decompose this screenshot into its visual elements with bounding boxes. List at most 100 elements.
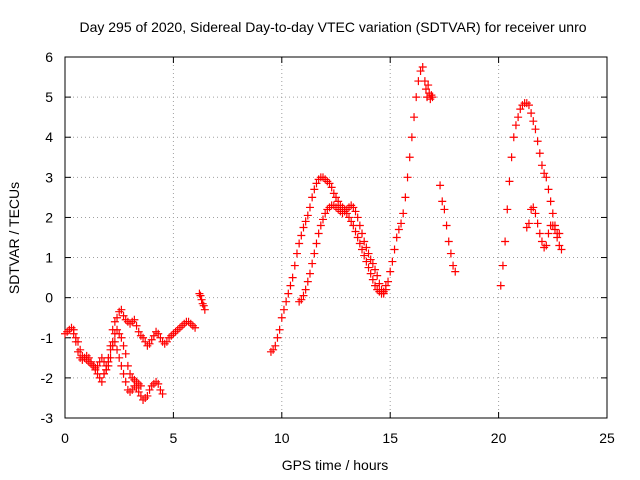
- data-point: [271, 341, 280, 350]
- data-points: [61, 63, 566, 404]
- data-point: [145, 385, 154, 394]
- y-tick-label: 4: [45, 129, 53, 145]
- data-point: [275, 325, 284, 334]
- data-point: [113, 345, 122, 354]
- data-point: [171, 327, 180, 336]
- data-point: [130, 315, 139, 324]
- data-point: [200, 305, 209, 314]
- data-point: [136, 381, 145, 390]
- data-point: [362, 243, 371, 252]
- data-point: [527, 109, 536, 118]
- data-point: [334, 205, 343, 214]
- x-tick-label: 5: [170, 430, 178, 446]
- data-point: [130, 375, 139, 384]
- data-point: [160, 339, 169, 348]
- chart-title: Day 295 of 2020, Sidereal Day-to-day VTE…: [79, 19, 586, 35]
- data-point: [167, 331, 176, 340]
- data-point: [349, 203, 358, 212]
- data-point: [76, 345, 85, 354]
- data-point: [516, 105, 525, 114]
- data-point: [533, 219, 542, 228]
- data-point: [301, 217, 310, 226]
- series-segment-2: [195, 289, 209, 314]
- y-tick-label: 2: [45, 209, 53, 225]
- data-point: [312, 179, 321, 188]
- data-point: [136, 331, 145, 340]
- data-point: [149, 331, 158, 340]
- data-point: [366, 269, 375, 278]
- data-point: [119, 341, 128, 350]
- data-point: [540, 169, 549, 178]
- data-point: [123, 361, 132, 370]
- data-point: [292, 249, 301, 258]
- data-point: [498, 261, 507, 270]
- data-point: [303, 211, 312, 220]
- data-point: [410, 113, 419, 122]
- data-point: [321, 209, 330, 218]
- data-point: [505, 177, 514, 186]
- data-point: [117, 305, 126, 314]
- data-point: [121, 315, 130, 324]
- data-point: [145, 339, 154, 348]
- data-point: [362, 257, 371, 266]
- x-tick-label: 10: [274, 430, 290, 446]
- data-point: [321, 175, 330, 184]
- data-point: [128, 373, 137, 382]
- series-segment-1c: [100, 325, 145, 390]
- data-point: [524, 101, 533, 110]
- data-point: [141, 393, 150, 402]
- data-point: [139, 333, 148, 342]
- data-point: [310, 185, 319, 194]
- y-tick-labels: -3 -2 -1 0 1 2 3 4 5 6: [41, 49, 54, 426]
- data-point: [115, 353, 124, 362]
- series-segment-5: [436, 181, 460, 276]
- data-point: [128, 317, 137, 326]
- data-point: [345, 213, 354, 222]
- data-point: [420, 77, 429, 86]
- data-point: [371, 265, 380, 274]
- data-point: [61, 329, 69, 338]
- data-point: [329, 201, 338, 210]
- data-point: [158, 389, 167, 398]
- data-point: [440, 205, 449, 214]
- data-point: [531, 209, 540, 218]
- data-point: [69, 325, 78, 334]
- data-point: [284, 289, 293, 298]
- data-point: [91, 363, 100, 372]
- data-point: [509, 133, 518, 142]
- data-point: [301, 285, 310, 294]
- data-point: [273, 333, 282, 342]
- data-point: [154, 329, 163, 338]
- data-point: [421, 85, 430, 94]
- data-point: [195, 289, 204, 298]
- data-point: [282, 297, 291, 306]
- data-point: [375, 279, 384, 288]
- data-point: [368, 275, 377, 284]
- series-segment-3b: [295, 63, 427, 306]
- data-point: [347, 201, 356, 210]
- data-point: [442, 221, 451, 230]
- data-point: [128, 385, 137, 394]
- axis-ticks: [64, 56, 608, 419]
- data-point: [78, 355, 87, 364]
- data-point: [143, 341, 152, 350]
- data-point: [134, 327, 143, 336]
- data-point: [388, 257, 397, 266]
- series-segment-1b: [69, 305, 200, 374]
- data-point: [299, 291, 308, 300]
- data-point: [134, 379, 143, 388]
- data-point: [555, 241, 564, 250]
- data-point: [106, 341, 115, 350]
- data-point: [299, 223, 308, 232]
- data-point: [288, 273, 297, 282]
- data-point: [134, 387, 143, 396]
- data-point: [84, 353, 93, 362]
- x-axis-label: GPS time / hours: [282, 457, 389, 473]
- data-point: [196, 291, 205, 300]
- data-point: [115, 329, 124, 338]
- data-point: [529, 117, 538, 126]
- data-point: [542, 173, 551, 182]
- data-point: [303, 277, 312, 286]
- data-point: [527, 205, 536, 214]
- data-point: [175, 323, 184, 332]
